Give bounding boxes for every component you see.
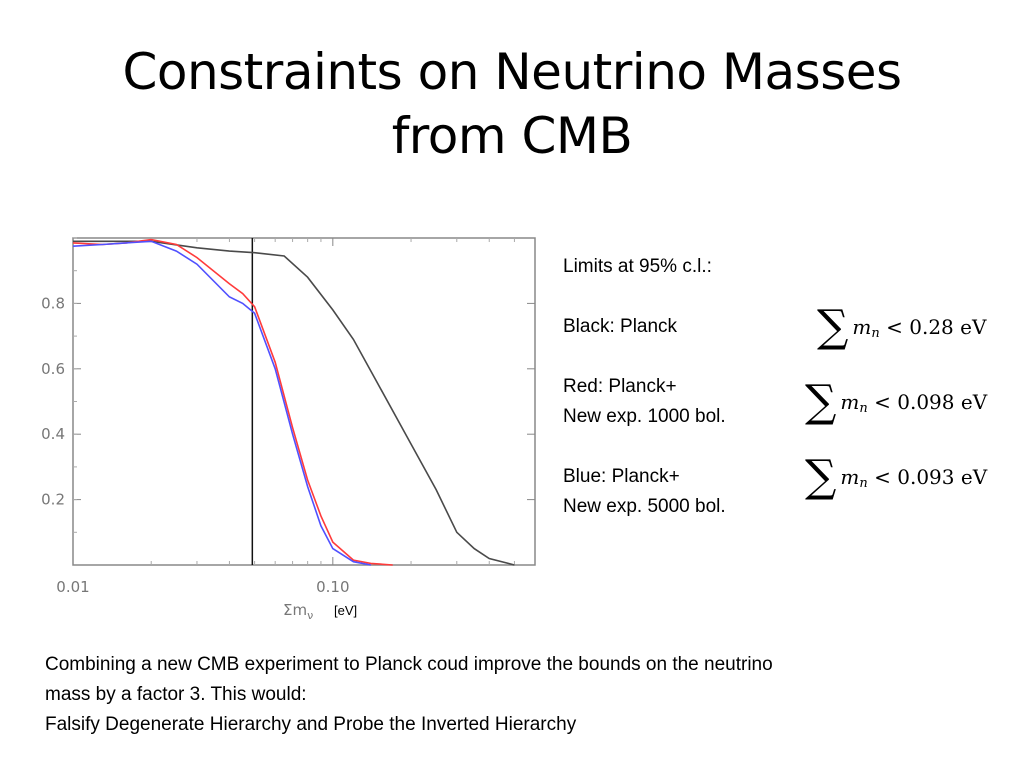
y-tick-label: 0.6: [41, 360, 65, 378]
y-tick-label: 0.2: [41, 491, 65, 509]
limits-header: Limits at 95% c.l.:: [563, 256, 712, 277]
conclusion-line-3: Falsify Degenerate Hierarchy and Probe t…: [45, 714, 577, 735]
series-line-red-1000bol: [72, 238, 393, 566]
conclusion-line-2: mass by a factor 3. This would:: [45, 684, 307, 705]
mass-subscript: n: [859, 400, 868, 416]
limit-black: < 0.28 eV: [886, 315, 987, 339]
x-axis-label-subscript: ν: [307, 609, 313, 622]
plot-frame: [72, 237, 536, 566]
mass-symbol: m: [852, 315, 872, 339]
sum-symbol: ∑: [805, 376, 837, 427]
red-label-line-2: New exp. 1000 bol.: [563, 406, 726, 427]
limit-blue: < 0.093 eV: [874, 465, 988, 489]
blue-label-line-1: Blue: Planck+: [563, 466, 680, 487]
black-label: Black: Planck: [563, 316, 678, 337]
series-line-black-planck: [73, 240, 515, 566]
limit-red: < 0.098 eV: [874, 390, 988, 414]
title-line-2: from CMB: [391, 107, 633, 165]
mass-subscript: n: [859, 475, 868, 491]
conclusion-text: Combining a new CMB experiment to Planck…: [45, 650, 985, 740]
mass-symbol: m: [840, 390, 860, 414]
red-label-line-1: Red: Planck+: [563, 376, 677, 397]
mass-subscript: n: [871, 325, 880, 341]
blue-label-line-2: New exp. 5000 bol.: [563, 496, 726, 517]
slide-title: Constraints on Neutrino Masses from CMB: [0, 40, 1024, 168]
x-tick-label: 0.10: [316, 578, 349, 596]
mass-symbol: m: [840, 465, 860, 489]
x-axis-label: Σmν: [283, 601, 313, 622]
limits-legend: Limits at 95% c.l.: Black: Planck Red: P…: [563, 252, 803, 522]
sum-symbol: ∑: [817, 301, 849, 352]
y-tick-label: 0.4: [41, 425, 65, 443]
conclusion-line-1: Combining a new CMB experiment to Planck…: [45, 654, 773, 675]
title-line-1: Constraints on Neutrino Masses: [122, 43, 902, 101]
x-tick-label: 0.01: [56, 578, 89, 596]
y-tick-label: 0.8: [41, 294, 65, 312]
sum-symbol: ∑: [805, 451, 837, 502]
x-axis-unit: [eV]: [334, 603, 357, 618]
series-line-blue-5000bol: [72, 240, 371, 566]
